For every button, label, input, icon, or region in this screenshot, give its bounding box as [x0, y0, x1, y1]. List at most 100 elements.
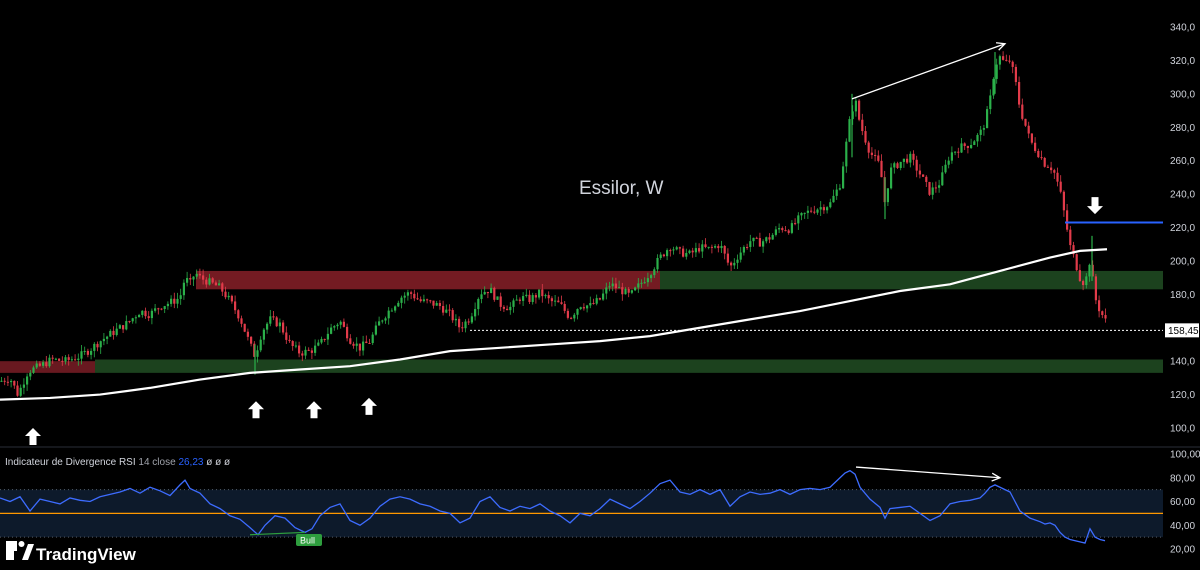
candle-body — [310, 350, 313, 353]
candle-body — [157, 308, 160, 310]
candle-body — [771, 234, 774, 240]
candle-body — [182, 282, 185, 296]
candle-body — [710, 246, 713, 248]
candle-body — [1056, 172, 1059, 182]
candle-body — [909, 153, 912, 163]
price-pane[interactable]: Essilor, W 340,0 320,0 300,0 280,0 260,0 240,0… — [0, 23, 1200, 448]
candle-body — [781, 228, 784, 231]
price-axis-tick-label: 100,0 — [1170, 424, 1195, 435]
candle-body — [134, 317, 137, 319]
candle-body — [528, 294, 531, 302]
candle-body — [51, 357, 54, 359]
indicator-legend: Indicateur de Divergence RSI 14 close 26… — [5, 457, 230, 468]
candle-body — [96, 343, 99, 348]
candle-body — [362, 341, 365, 351]
indicator-extra: ø ø ø — [206, 457, 230, 468]
candle-body — [605, 287, 608, 294]
candle-body — [477, 299, 480, 310]
tradingview-logo: TradingView — [6, 541, 137, 564]
candle-body — [602, 293, 605, 300]
candle-body — [755, 237, 758, 239]
price-axis-tick-label: 120,0 — [1170, 390, 1195, 401]
candle-body — [1021, 104, 1024, 119]
candle-body — [253, 343, 256, 357]
candle-body — [794, 223, 797, 225]
candle-body — [358, 343, 361, 351]
candle-body — [1053, 170, 1056, 173]
candle-body — [682, 248, 685, 257]
candle-body — [742, 246, 745, 253]
candle-body — [90, 350, 93, 355]
candle-body — [179, 295, 182, 299]
candle-body — [1030, 133, 1033, 143]
candle-body — [1046, 166, 1049, 168]
candle-body — [480, 294, 483, 300]
chart-overlay: TradingView — [6, 541, 137, 564]
candle-body — [54, 358, 57, 360]
candles — [0, 51, 1107, 397]
bull-divergence-line — [249, 531, 306, 536]
candle-body — [547, 295, 550, 299]
candle-body — [579, 307, 582, 310]
candle-body — [474, 309, 477, 317]
price-axis-tick-label: 240,0 — [1170, 190, 1195, 201]
candle-body — [586, 305, 589, 309]
candle-body — [464, 321, 467, 329]
candle-body — [202, 275, 205, 280]
candle-body — [851, 111, 854, 120]
candle-body — [224, 291, 227, 298]
candle-body — [752, 237, 755, 242]
candle-body — [986, 109, 989, 129]
candle-body — [902, 158, 905, 162]
zone-1 — [0, 361, 95, 373]
candle-body — [189, 278, 192, 280]
candle-body — [966, 146, 969, 148]
candle-body — [141, 310, 144, 315]
candle-body — [1014, 66, 1017, 83]
candle-body — [1098, 300, 1101, 312]
candle-body — [298, 345, 301, 354]
rsi-divergence-arrow — [855, 466, 1001, 479]
candle-body — [243, 323, 246, 332]
candle-body — [355, 343, 358, 346]
candle-body — [506, 308, 509, 311]
rsi-pane[interactable]: Bull 100,00 80,00 60,00 40,00 20,00 Indicateur… — [0, 450, 1200, 556]
candle-body — [899, 161, 902, 169]
candle-body — [656, 257, 659, 270]
candle-body — [112, 330, 115, 335]
candle-body — [336, 324, 339, 327]
down-arrow-icon — [1087, 197, 1103, 215]
candle-body — [918, 170, 921, 175]
candle-body — [1037, 150, 1040, 158]
candle-body — [208, 278, 211, 285]
candle-body — [448, 309, 451, 311]
indicator-value: 26,23 — [178, 457, 206, 468]
candle-body — [819, 207, 822, 210]
candle-body — [115, 328, 118, 335]
candle-body — [1062, 191, 1065, 211]
candle-body — [22, 384, 25, 388]
price-axis-tick-label: 260,0 — [1170, 156, 1195, 167]
candle-body — [429, 300, 432, 302]
candle-body — [893, 163, 896, 168]
candle-body — [74, 359, 77, 361]
candle-body — [896, 163, 899, 169]
rsi-line — [0, 469, 1106, 544]
candle-body — [598, 298, 601, 300]
zone-3 — [95, 359, 1163, 373]
candle-body — [736, 259, 739, 263]
candle-body — [806, 210, 809, 213]
candle-body — [211, 278, 214, 283]
last-price-tag — [1165, 323, 1199, 338]
candle-body — [848, 119, 851, 142]
candle-body — [1008, 60, 1011, 62]
candle-body — [650, 275, 653, 279]
price-axis-tick-label: 320,0 — [1170, 56, 1195, 67]
candle-body — [29, 372, 32, 377]
price-axis-tick-label: 140,0 — [1170, 357, 1195, 368]
candle-body — [86, 350, 89, 355]
candle-body — [19, 387, 22, 396]
candle-body — [694, 248, 697, 253]
candle-body — [483, 291, 486, 295]
tradingview-logo-text: TradingView — [36, 545, 137, 564]
